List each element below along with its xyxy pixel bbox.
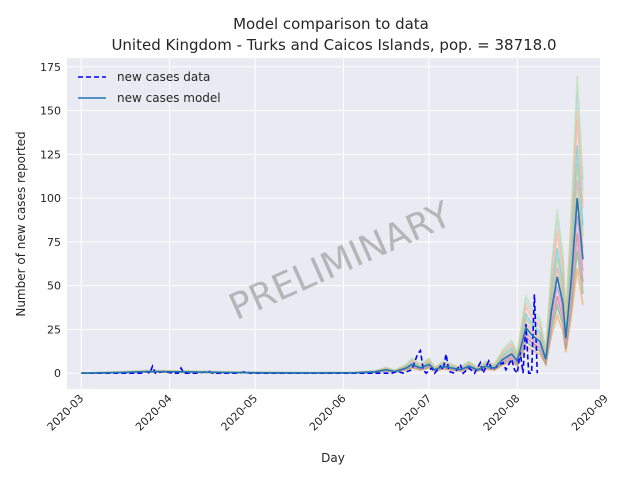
x-tick-label: 2020-07 <box>392 392 434 434</box>
y-tick-label: 125 <box>40 148 61 161</box>
chart-subtitle: United Kingdom - Turks and Caicos Island… <box>111 36 556 54</box>
grid <box>67 58 600 389</box>
legend-label: new cases data <box>117 70 210 84</box>
x-axis-label: Day <box>321 451 345 465</box>
data-series-line <box>81 294 539 376</box>
y-tick-label: 100 <box>40 192 61 205</box>
y-tick-label: 0 <box>54 367 61 380</box>
y-tick-label: 175 <box>40 61 61 74</box>
y-tick-label: 25 <box>47 323 61 336</box>
y-tick-label: 150 <box>40 105 61 118</box>
y-tick-label: 50 <box>47 280 61 293</box>
y-axis-label: Number of new cases reported <box>14 131 28 316</box>
model-series-line <box>81 198 584 374</box>
legend-label: new cases model <box>117 91 221 105</box>
x-tick-labels: 2020-03 2020-04 2020-05 2020-06 2020-07 2020-… <box>45 392 611 434</box>
plot-background <box>67 58 600 389</box>
legend: new cases data new cases model <box>78 70 221 105</box>
y-tick-label: 75 <box>47 236 61 249</box>
x-tick-label: 2020-03 <box>45 392 87 434</box>
y-tick-labels: 0 25 50 75 100 125 150 175 <box>40 61 61 380</box>
series-lines <box>81 198 584 376</box>
x-tick-label: 2020-05 <box>219 392 261 434</box>
chart-title: Model comparison to data <box>233 15 429 33</box>
x-tick-label: 2020-06 <box>307 392 349 434</box>
x-tick-label: 2020-09 <box>569 392 611 434</box>
x-tick-label: 2020-04 <box>133 392 175 434</box>
x-tick-label: 2020-08 <box>481 392 523 434</box>
